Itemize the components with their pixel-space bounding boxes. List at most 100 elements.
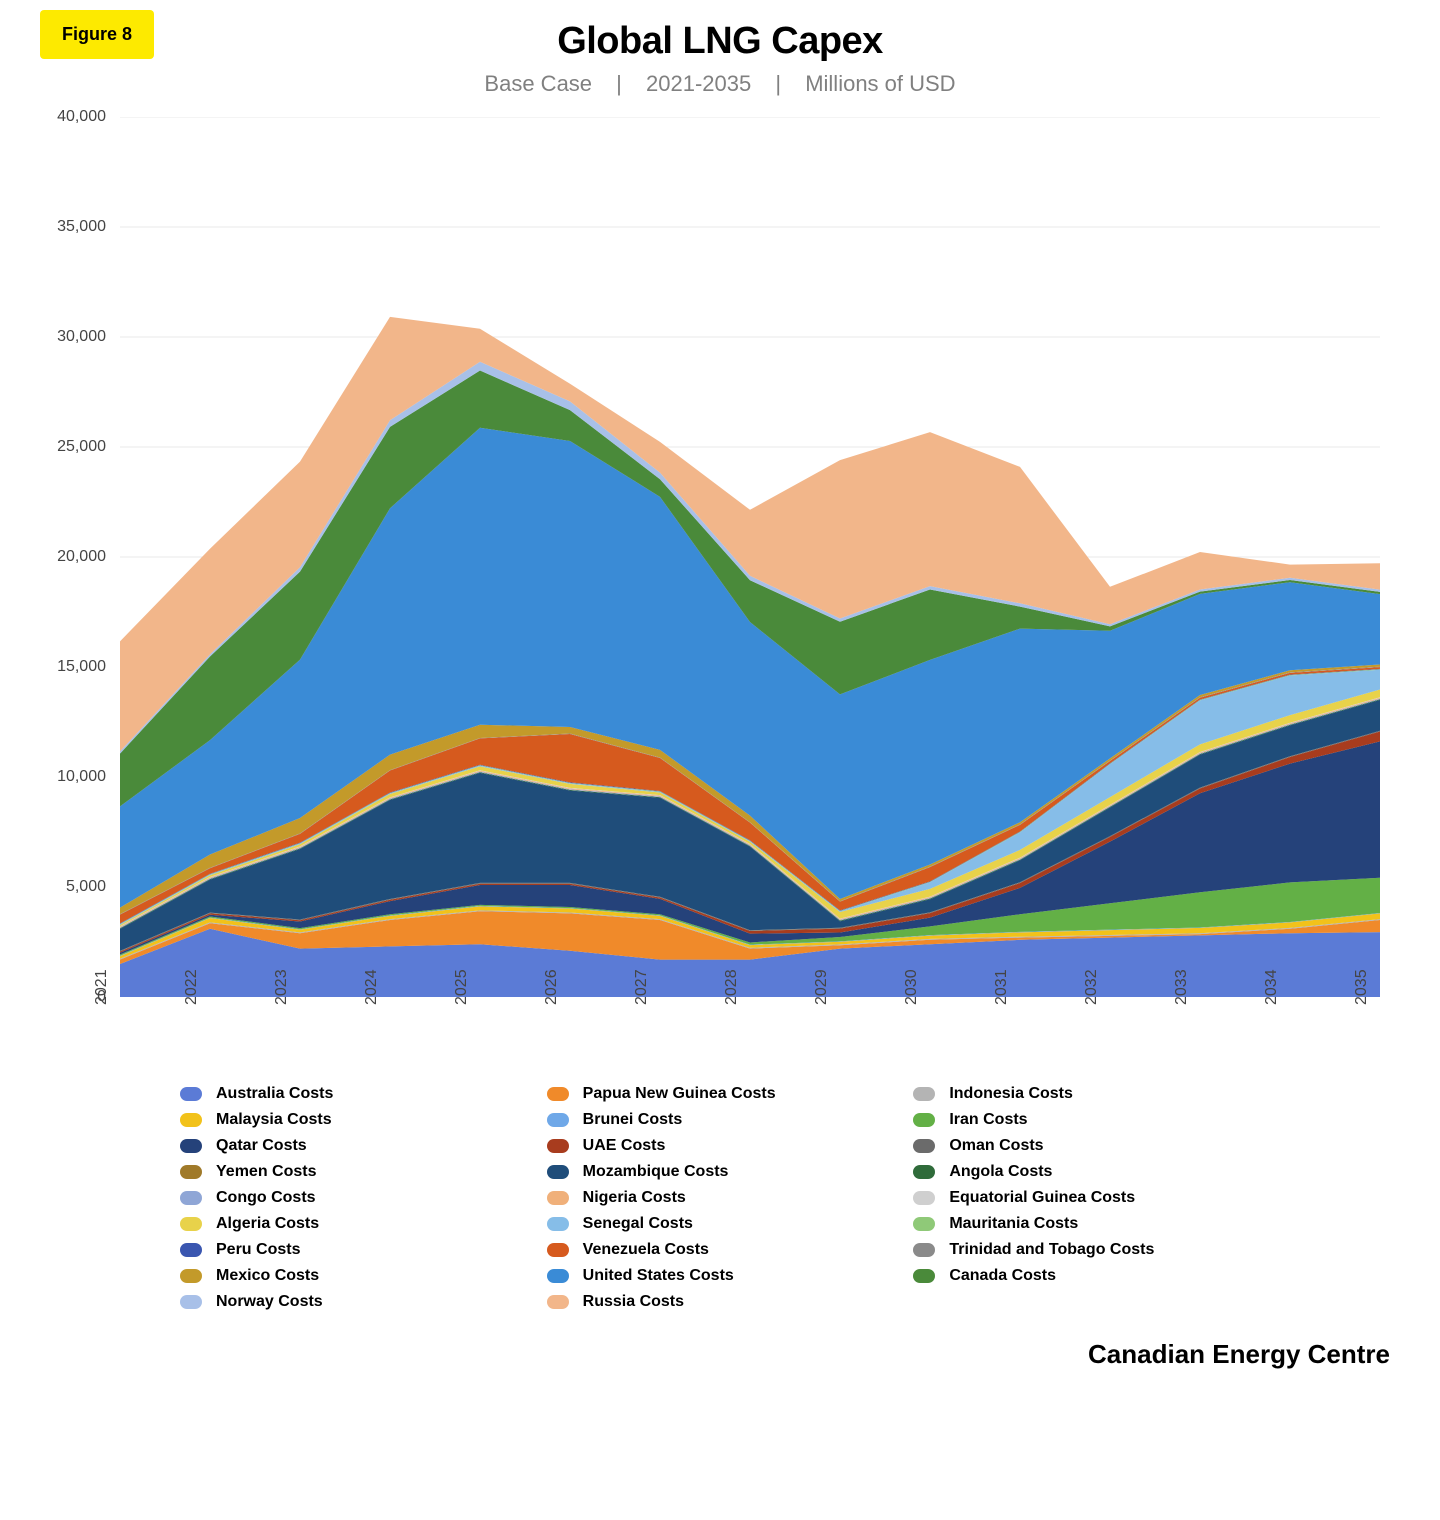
legend-label: Indonesia Costs [949,1085,1073,1103]
legend-label: Angola Costs [949,1163,1052,1181]
figure-badge: Figure 8 [40,10,154,59]
legend-label: Mexico Costs [216,1267,319,1285]
x-tick-label: 2023 [273,969,291,1005]
legend-swatch [913,1113,935,1127]
chart-subtitle: Base Case | 2021-2035 | Millions of USD [40,71,1400,97]
attribution: Canadian Energy Centre [40,1339,1400,1370]
legend-swatch [180,1269,202,1283]
legend-label: Papua New Guinea Costs [583,1085,776,1103]
legend-item: Mexico Costs [180,1267,527,1285]
legend-swatch [913,1139,935,1153]
legend-swatch [913,1087,935,1101]
y-tick-label: 40,000 [57,108,120,126]
legend-item: Algeria Costs [180,1215,527,1233]
title-block: Global LNG Capex Base Case | 2021-2035 |… [40,20,1400,97]
legend-swatch [180,1243,202,1257]
legend-item: Qatar Costs [180,1137,527,1155]
x-tick-label: 2030 [903,969,921,1005]
legend-swatch [547,1139,569,1153]
legend-item: Peru Costs [180,1241,527,1259]
legend-item: Trinidad and Tobago Costs [913,1241,1260,1259]
legend-item: Yemen Costs [180,1163,527,1181]
legend-item: Oman Costs [913,1137,1260,1155]
legend-label: UAE Costs [583,1137,666,1155]
legend-item: Malaysia Costs [180,1111,527,1129]
x-tick-label: 2024 [363,969,381,1005]
legend-swatch [913,1243,935,1257]
legend-swatch [180,1113,202,1127]
legend-swatch [913,1165,935,1179]
legend-label: Norway Costs [216,1293,323,1311]
y-tick-label: 25,000 [57,438,120,456]
x-tick-label: 2034 [1263,969,1281,1005]
x-tick-label: 2033 [1173,969,1191,1005]
x-tick-label: 2031 [993,969,1011,1005]
y-tick-label: 35,000 [57,218,120,236]
subtitle-sep: | [775,71,781,96]
legend-item: Mozambique Costs [547,1163,894,1181]
legend-label: Mauritania Costs [949,1215,1078,1233]
y-tick-label: 20,000 [57,548,120,566]
legend-label: Malaysia Costs [216,1111,332,1129]
x-tick-label: 2035 [1353,969,1371,1005]
legend-item: Russia Costs [547,1293,894,1311]
y-tick-label: 30,000 [57,328,120,346]
legend-item: Nigeria Costs [547,1189,894,1207]
legend-label: Peru Costs [216,1241,300,1259]
legend-label: Venezuela Costs [583,1241,709,1259]
legend-swatch [547,1113,569,1127]
figure-badge-label: Figure 8 [62,24,132,44]
legend-label: Yemen Costs [216,1163,316,1181]
legend-label: Iran Costs [949,1111,1027,1129]
x-tick-label: 2021 [93,969,111,1005]
legend-item: Angola Costs [913,1163,1260,1181]
x-tick-label: 2025 [453,969,471,1005]
legend-swatch [547,1191,569,1205]
legend-swatch [547,1243,569,1257]
legend-swatch [180,1295,202,1309]
legend-item: Congo Costs [180,1189,527,1207]
legend-label: United States Costs [583,1267,734,1285]
legend-label: Equatorial Guinea Costs [949,1189,1135,1207]
x-tick-label: 2026 [543,969,561,1005]
x-tick-label: 2027 [633,969,651,1005]
legend-swatch [180,1165,202,1179]
legend-swatch [547,1295,569,1309]
legend-label: Australia Costs [216,1085,333,1103]
legend-item: Norway Costs [180,1293,527,1311]
x-tick-label: 2028 [723,969,741,1005]
legend-swatch [180,1139,202,1153]
legend-swatch [180,1217,202,1231]
legend-item: Canada Costs [913,1267,1260,1285]
legend-item: United States Costs [547,1267,894,1285]
subtitle-part3: Millions of USD [805,71,955,96]
chart-legend: Australia Costs Papua New Guinea Costs Ind… [180,1085,1260,1311]
subtitle-part2: 2021-2035 [646,71,751,96]
stacked-area-chart: 05,00010,00015,00020,00025,00030,00035,0… [120,117,1380,1057]
legend-label: Qatar Costs [216,1137,307,1155]
legend-item: Mauritania Costs [913,1215,1260,1233]
legend-swatch [547,1269,569,1283]
legend-swatch [547,1087,569,1101]
y-tick-label: 15,000 [57,658,120,676]
legend-item: Equatorial Guinea Costs [913,1189,1260,1207]
legend-item: UAE Costs [547,1137,894,1155]
chart-plot-area [120,117,1380,997]
legend-label: Oman Costs [949,1137,1043,1155]
chart-title: Global LNG Capex [40,20,1400,63]
legend-label: Mozambique Costs [583,1163,729,1181]
legend-swatch [913,1191,935,1205]
legend-swatch [180,1191,202,1205]
x-tick-label: 2029 [813,969,831,1005]
x-tick-label: 2032 [1083,969,1101,1005]
legend-label: Algeria Costs [216,1215,319,1233]
legend-item: Iran Costs [913,1111,1260,1129]
legend-item: Senegal Costs [547,1215,894,1233]
legend-label: Brunei Costs [583,1111,683,1129]
legend-label: Nigeria Costs [583,1189,686,1207]
legend-label: Congo Costs [216,1189,316,1207]
legend-label: Senegal Costs [583,1215,693,1233]
y-tick-label: 10,000 [57,768,120,786]
subtitle-sep: | [616,71,622,96]
y-tick-label: 5,000 [66,878,120,896]
